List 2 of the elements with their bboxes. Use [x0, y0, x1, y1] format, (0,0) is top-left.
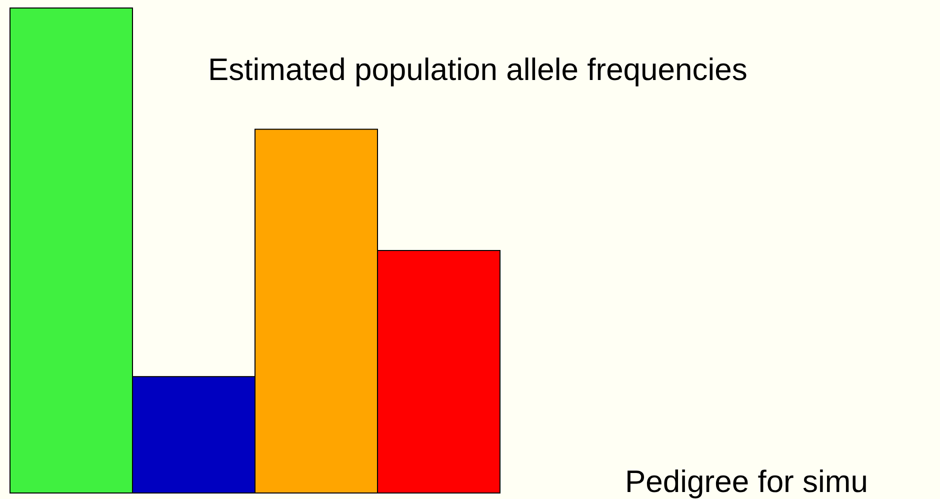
text: Estimated population allele frequencies [208, 52, 748, 87]
text: Pedigree for simu [625, 464, 868, 499]
